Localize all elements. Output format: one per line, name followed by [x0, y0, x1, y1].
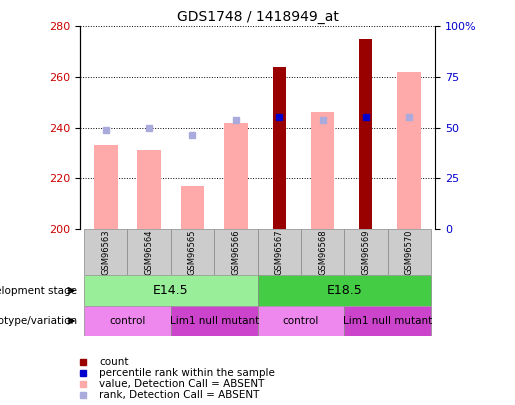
- Text: E14.5: E14.5: [153, 284, 188, 297]
- Bar: [272, 67, 286, 229]
- Bar: [94, 145, 118, 229]
- Bar: [397, 72, 421, 229]
- Bar: [387, 229, 431, 275]
- Text: count: count: [99, 357, 129, 367]
- Text: genotype/variation: genotype/variation: [0, 316, 77, 326]
- Bar: [301, 229, 344, 275]
- Bar: [137, 150, 161, 229]
- Text: control: control: [109, 316, 146, 326]
- Bar: [344, 306, 431, 336]
- Text: GSM96567: GSM96567: [274, 229, 284, 275]
- Bar: [258, 306, 344, 336]
- Bar: [258, 229, 301, 275]
- Bar: [258, 275, 431, 306]
- Text: development stage: development stage: [0, 286, 77, 296]
- Text: GSM96565: GSM96565: [188, 229, 197, 275]
- Bar: [84, 306, 171, 336]
- Text: GDS1748 / 1418949_at: GDS1748 / 1418949_at: [177, 10, 338, 24]
- Text: GSM96568: GSM96568: [318, 229, 327, 275]
- Text: percentile rank within the sample: percentile rank within the sample: [99, 368, 275, 378]
- Text: Lim1 null mutant: Lim1 null mutant: [343, 316, 432, 326]
- Bar: [359, 39, 372, 229]
- Bar: [214, 229, 258, 275]
- Text: GSM96563: GSM96563: [101, 229, 110, 275]
- Text: GSM96566: GSM96566: [231, 229, 241, 275]
- Text: value, Detection Call = ABSENT: value, Detection Call = ABSENT: [99, 379, 265, 389]
- Bar: [171, 229, 214, 275]
- Bar: [311, 112, 334, 229]
- Bar: [344, 229, 387, 275]
- Text: GSM96569: GSM96569: [362, 229, 370, 275]
- Bar: [171, 306, 258, 336]
- Bar: [181, 186, 204, 229]
- Text: E18.5: E18.5: [327, 284, 362, 297]
- Text: Lim1 null mutant: Lim1 null mutant: [169, 316, 259, 326]
- Text: GSM96570: GSM96570: [405, 229, 414, 275]
- Bar: [84, 275, 258, 306]
- Bar: [84, 229, 128, 275]
- Text: rank, Detection Call = ABSENT: rank, Detection Call = ABSENT: [99, 390, 260, 401]
- Text: GSM96564: GSM96564: [145, 229, 153, 275]
- Bar: [224, 122, 248, 229]
- Bar: [128, 229, 171, 275]
- Text: control: control: [283, 316, 319, 326]
